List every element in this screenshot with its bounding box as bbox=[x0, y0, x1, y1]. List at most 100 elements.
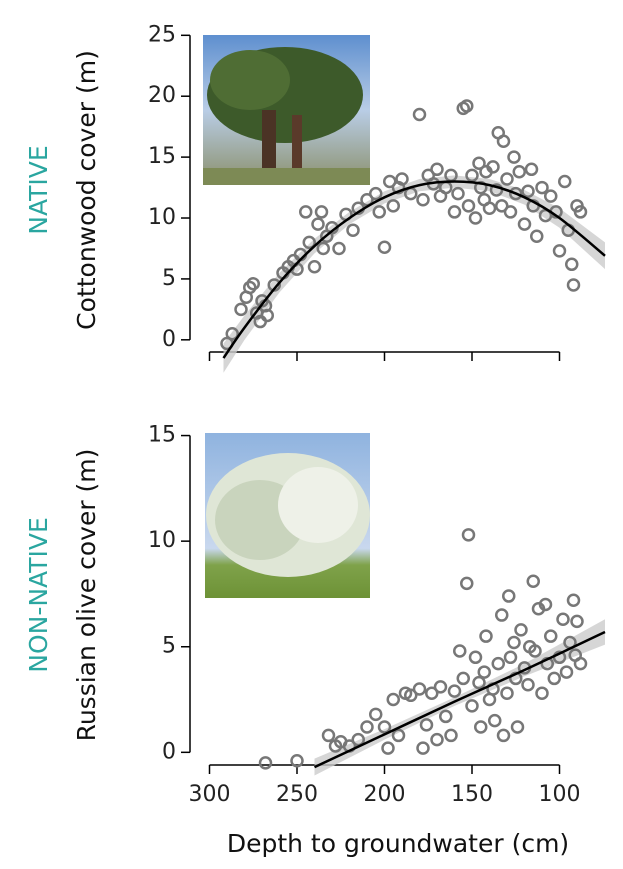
data-point bbox=[573, 656, 588, 671]
data-point bbox=[526, 574, 540, 589]
data-point bbox=[474, 180, 488, 195]
y-tick-label: 20 bbox=[148, 83, 176, 108]
data-point bbox=[307, 259, 322, 274]
data-point bbox=[502, 589, 516, 603]
x-tick-label: 200 bbox=[364, 782, 406, 807]
data-point bbox=[461, 199, 476, 213]
data-point bbox=[234, 302, 248, 317]
data-point bbox=[377, 240, 392, 254]
data-point bbox=[447, 205, 462, 219]
data-point bbox=[556, 612, 570, 627]
confidence-band bbox=[314, 619, 605, 776]
data-point bbox=[243, 280, 257, 295]
data-point bbox=[491, 656, 505, 671]
data-point bbox=[500, 172, 514, 186]
data-point bbox=[430, 162, 444, 177]
photo-russian-olive bbox=[205, 433, 370, 598]
data-point bbox=[369, 707, 383, 722]
data-point bbox=[386, 199, 400, 213]
data-point bbox=[510, 720, 525, 734]
data-point bbox=[465, 168, 479, 183]
data-point bbox=[372, 205, 386, 219]
confidence-band bbox=[223, 175, 605, 373]
data-point bbox=[544, 189, 558, 203]
data-point bbox=[419, 718, 434, 732]
data-point bbox=[351, 732, 365, 747]
data-point bbox=[391, 728, 406, 743]
data-point bbox=[412, 107, 427, 122]
data-point bbox=[538, 597, 553, 612]
data-point bbox=[468, 211, 483, 225]
data-point bbox=[412, 682, 427, 696]
data-point bbox=[521, 678, 535, 692]
data-point bbox=[468, 650, 483, 665]
x-tick-label: 250 bbox=[276, 782, 318, 807]
data-point bbox=[474, 720, 488, 734]
data-point bbox=[558, 174, 572, 189]
y-tick-label: 10 bbox=[148, 528, 176, 553]
x-tick-label: 100 bbox=[539, 782, 581, 807]
data-point bbox=[381, 741, 395, 755]
group-label: NATIVE bbox=[24, 145, 53, 234]
data-point bbox=[503, 650, 518, 665]
data-point bbox=[346, 223, 360, 237]
data-point bbox=[460, 99, 474, 113]
data-point bbox=[535, 180, 549, 195]
data-point bbox=[290, 754, 304, 768]
data-point bbox=[552, 244, 567, 258]
data-point bbox=[559, 665, 574, 679]
data-point bbox=[495, 608, 509, 622]
data-point bbox=[377, 720, 392, 734]
data-point bbox=[500, 686, 514, 700]
data-point bbox=[517, 217, 532, 231]
y-axis-title: Russian olive cover (m) bbox=[72, 449, 101, 742]
data-point bbox=[509, 186, 523, 201]
data-point bbox=[496, 134, 511, 149]
data-point bbox=[477, 665, 491, 679]
data-point bbox=[486, 160, 500, 174]
data-point bbox=[444, 728, 458, 743]
data-point bbox=[456, 671, 470, 686]
data-point bbox=[404, 688, 418, 703]
data-point bbox=[425, 686, 439, 700]
y-tick-label: 10 bbox=[148, 205, 176, 230]
data-point bbox=[507, 635, 521, 650]
data-point bbox=[246, 277, 260, 291]
group-label: NON-NATIVE bbox=[24, 517, 53, 673]
data-point bbox=[472, 156, 486, 170]
data-point bbox=[535, 686, 549, 700]
data-point bbox=[512, 164, 526, 179]
data-point bbox=[514, 623, 528, 637]
data-point bbox=[369, 186, 383, 201]
data-point bbox=[573, 205, 588, 219]
data-point bbox=[439, 709, 453, 724]
y-tick-label: 0 bbox=[162, 739, 176, 764]
data-point bbox=[416, 192, 430, 207]
data-point bbox=[383, 174, 397, 189]
data-point bbox=[528, 644, 542, 658]
y-tick-label: 5 bbox=[162, 634, 176, 659]
data-point bbox=[544, 629, 558, 643]
data-point bbox=[565, 257, 579, 272]
data-point bbox=[465, 699, 479, 713]
photo-cottonwood bbox=[203, 35, 370, 185]
y-tick-label: 15 bbox=[148, 144, 176, 169]
data-point bbox=[453, 644, 467, 658]
data-point bbox=[547, 671, 561, 686]
data-point bbox=[496, 728, 511, 743]
data-point bbox=[360, 720, 374, 734]
data-point bbox=[299, 205, 313, 219]
data-point bbox=[321, 728, 336, 743]
data-point bbox=[566, 278, 581, 292]
data-point bbox=[311, 217, 325, 231]
data-point bbox=[447, 684, 462, 698]
y-tick-label: 25 bbox=[148, 22, 176, 47]
y-tick-label: 5 bbox=[162, 266, 176, 291]
data-point bbox=[503, 205, 518, 219]
data-point bbox=[460, 576, 474, 591]
x-tick-label: 300 bbox=[189, 782, 231, 807]
data-point bbox=[302, 235, 316, 250]
data-point bbox=[314, 205, 329, 219]
data-point bbox=[489, 183, 504, 197]
